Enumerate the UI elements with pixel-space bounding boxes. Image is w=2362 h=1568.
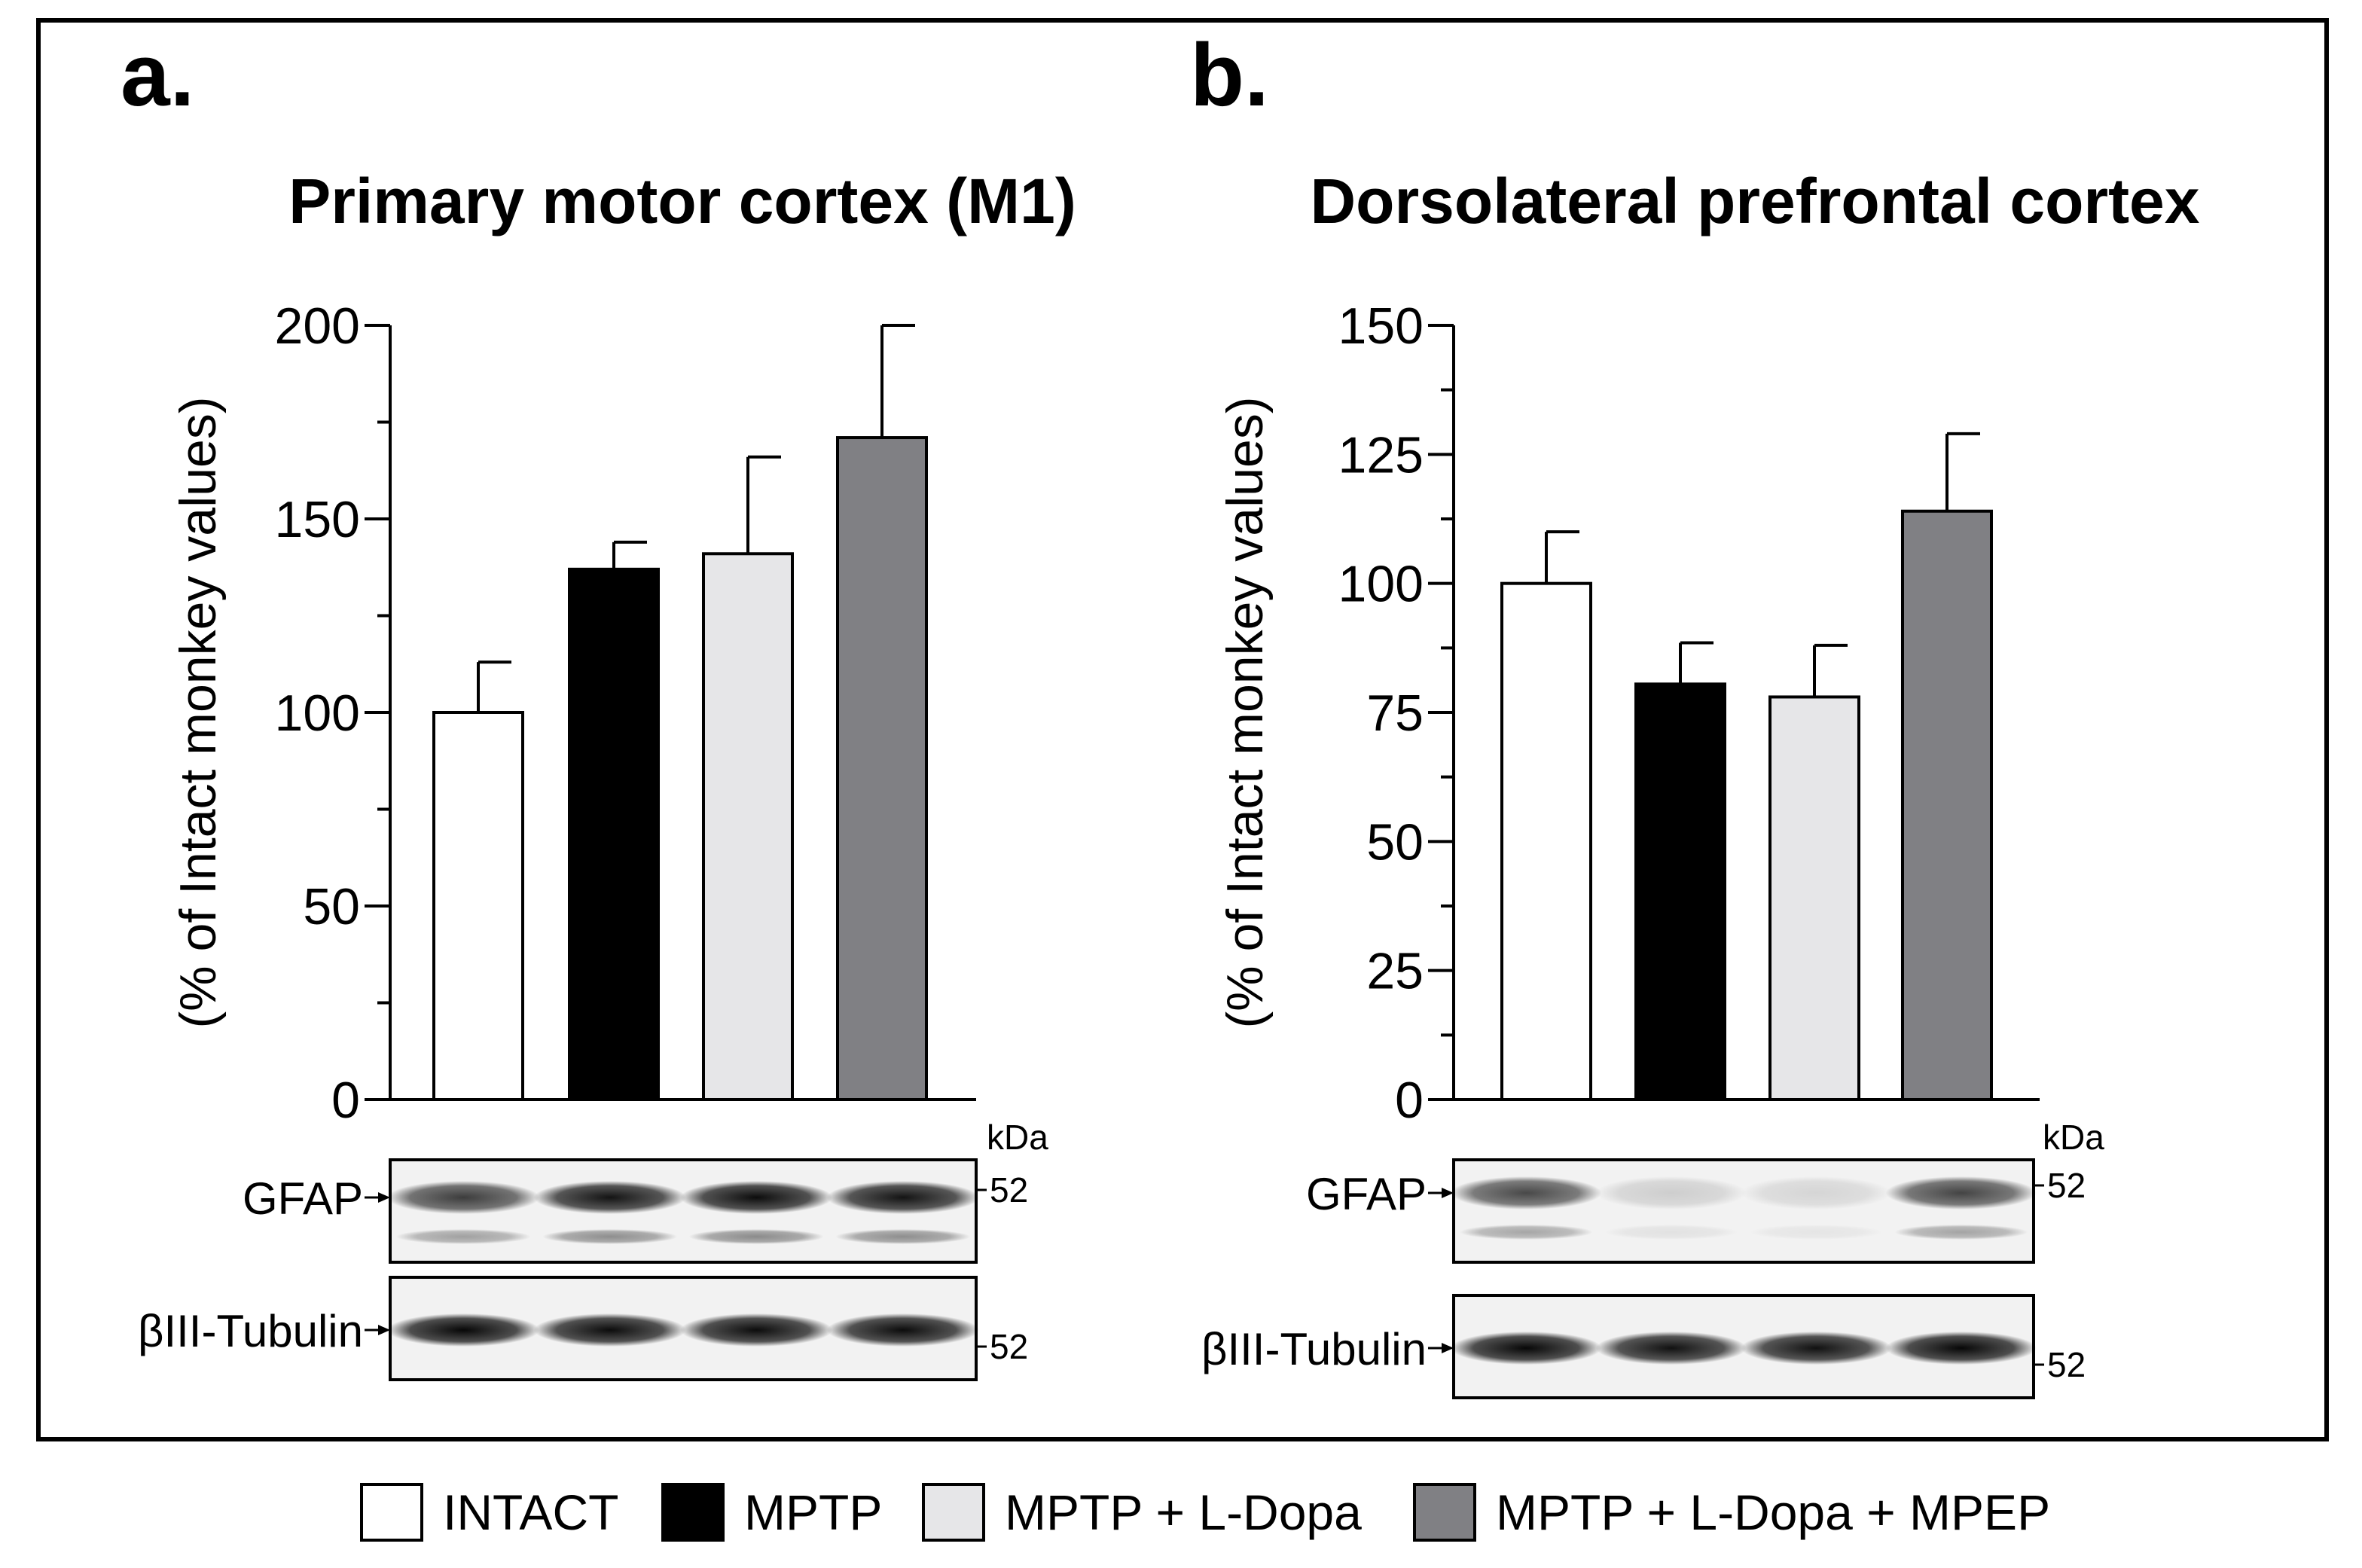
blot-arrow-head: [1442, 1188, 1454, 1198]
y-tick-label: 100: [1338, 556, 1424, 613]
blot-band: [1451, 1332, 1602, 1365]
blot-band: [387, 1313, 540, 1347]
panel-label: a.: [121, 26, 194, 125]
blot-band: [1595, 1176, 1747, 1210]
blot-band-lower: [542, 1229, 678, 1244]
blot-band-lower: [1894, 1225, 2028, 1240]
blot-arrow-head: [378, 1192, 390, 1203]
blot-band-lower: [395, 1229, 531, 1244]
legend-swatch-mptp-ldopa: [922, 1483, 985, 1542]
blot-band-lower: [1604, 1225, 1738, 1240]
blot-panel: [1452, 1158, 2035, 1264]
y-tick-label: 0: [1395, 1072, 1424, 1129]
blot-row-label: βIII-Tubulin: [138, 1306, 363, 1356]
blot-marker-label: 52: [2047, 1345, 2086, 1384]
blot-band: [1885, 1332, 2037, 1365]
bar-mptp: [1634, 682, 1726, 1101]
y-tick-label: 125: [1338, 426, 1424, 484]
bar-intact: [1500, 581, 1592, 1101]
blot-band: [1595, 1332, 1747, 1365]
blot-row-label: GFAP: [243, 1173, 363, 1224]
blot-band: [1741, 1176, 1892, 1210]
legend-item-intact: INTACT: [360, 1478, 618, 1546]
panel-label: b.: [1190, 26, 1269, 125]
legend-swatch-mptp: [661, 1483, 725, 1542]
blot-band: [826, 1313, 979, 1347]
bar-mptp-l-dopa: [1768, 695, 1860, 1101]
blot-band: [826, 1181, 979, 1214]
y-tick-label: 0: [331, 1072, 360, 1129]
bar-mptp-l-dopa-mpep: [836, 436, 928, 1101]
blot-band: [680, 1313, 833, 1347]
legend-item-mptp-ldopa: MPTP + L-Dopa: [922, 1478, 1362, 1546]
bar-intact: [432, 711, 524, 1101]
blot-unit-label: kDa: [987, 1118, 1048, 1157]
blot-row-label: βIII-Tubulin: [1201, 1324, 1427, 1374]
legend-item-mptp: MPTP: [661, 1478, 882, 1546]
bar-mptp-l-dopa: [702, 552, 794, 1101]
y-tick-label: 100: [275, 685, 360, 742]
blot-row-label: GFAP: [1306, 1169, 1427, 1219]
legend-label: MPTP + L-Dopa: [1005, 1484, 1362, 1540]
blot-marker-label: 52: [2047, 1166, 2086, 1205]
blot-unit-label: kDa: [2043, 1118, 2104, 1157]
legend: INTACT MPTP MPTP + L-Dopa MPTP + L-Dopa …: [0, 1472, 2362, 1555]
y-tick-label: 150: [1338, 297, 1424, 355]
y-tick-label: 150: [275, 491, 360, 548]
blot-marker-label: 52: [990, 1170, 1028, 1210]
legend-item-mptp-ldopa-mpep: MPTP + L-Dopa + MPEP: [1413, 1478, 2050, 1546]
blot-arrow-head: [1442, 1343, 1454, 1353]
legend-label: MPTP + L-Dopa + MPEP: [1496, 1484, 2051, 1540]
blot-band-lower: [1459, 1225, 1593, 1240]
figure-frame: [36, 18, 2329, 1441]
blot-band: [533, 1181, 686, 1214]
blot-band: [680, 1181, 833, 1214]
blot-marker-label: 52: [990, 1327, 1028, 1366]
blot-band: [387, 1181, 540, 1214]
blot-band: [1741, 1332, 1892, 1365]
y-tick-label: 25: [1366, 943, 1424, 1000]
legend-swatch-mptp-ldopa-mpep: [1413, 1483, 1476, 1542]
blot-band-lower: [1749, 1225, 1883, 1240]
bar-mptp: [568, 567, 660, 1101]
legend-swatch-intact: [360, 1483, 423, 1542]
chart-title: Dorsolateral prefrontal cortex: [1310, 166, 2199, 236]
blot-band: [1885, 1176, 2037, 1210]
blot-band: [1451, 1176, 1602, 1210]
y-axis-label: (% of Intact monkey values): [169, 396, 227, 1028]
y-tick-label: 50: [1366, 813, 1424, 871]
chart-title: Primary motor cortex (M1): [288, 166, 1076, 236]
y-tick-label: 200: [275, 297, 360, 355]
legend-label: INTACT: [443, 1484, 619, 1540]
y-axis-label: (% of Intact monkey values): [1216, 396, 1274, 1028]
blot-band: [533, 1313, 686, 1347]
blot-band-lower: [688, 1229, 824, 1244]
blot-arrow-head: [378, 1325, 390, 1335]
legend-label: MPTP: [744, 1484, 883, 1540]
y-tick-label: 75: [1366, 685, 1424, 742]
y-tick-label: 50: [303, 878, 360, 935]
bar-mptp-l-dopa-mpep: [1901, 509, 1993, 1101]
blot-band-lower: [835, 1229, 971, 1244]
